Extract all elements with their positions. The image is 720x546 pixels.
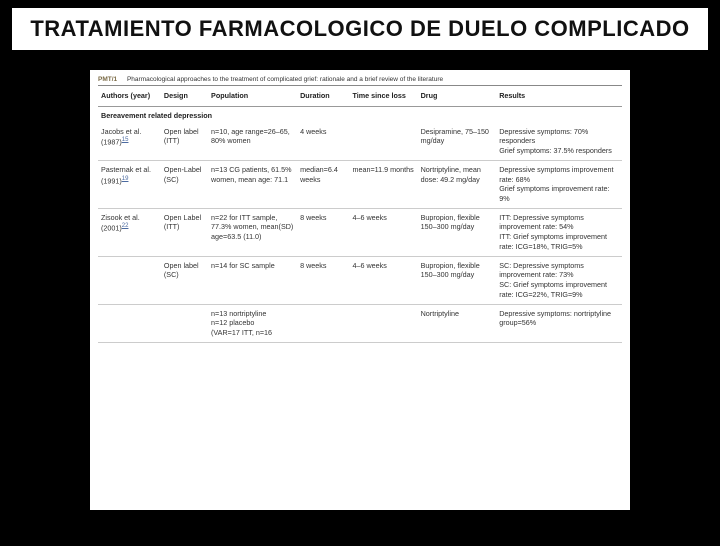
cell-design: Open-Label (SC) (161, 160, 208, 208)
th-time: Time since loss (350, 89, 418, 107)
cell-population: n=14 for SC sample (208, 256, 297, 304)
th-drug: Drug (418, 89, 497, 107)
cell-duration: median=6.4 weeks (297, 160, 349, 208)
cell-drug: Bupropion, flexible 150–300 mg/day (418, 256, 497, 304)
cell-time: 4–6 weeks (350, 256, 418, 304)
cell-drug: Nortriptyline, mean dose: 49.2 mg/day (418, 160, 497, 208)
cell-duration: 4 weeks (297, 123, 349, 161)
cell-time: mean=11.9 months (350, 160, 418, 208)
cell-drug: Bupropion, flexible 150–300 mg/day (418, 208, 497, 256)
cell-design: Open label (ITT) (161, 123, 208, 161)
cell-drug: Nortriptyline (418, 304, 497, 342)
cell-authors: Zisook et al. (2001)22 (98, 208, 161, 256)
cell-population: n=13 CG patients, 61.5% women, mean age:… (208, 160, 297, 208)
cell-authors (98, 304, 161, 342)
table-row: Open label (SC)n=14 for SC sample8 weeks… (98, 256, 622, 304)
cell-design (161, 304, 208, 342)
cell-authors (98, 256, 161, 304)
caption-text: Pharmacological approaches to the treatm… (127, 76, 443, 83)
cell-results: Depressive symptoms: nortriptyline group… (496, 304, 622, 342)
table-row: Pasternak et al. (1991)19Open-Label (SC)… (98, 160, 622, 208)
cell-population: n=13 nortriptylinen=12 placebo(VAR=17 IT… (208, 304, 297, 342)
cell-time (350, 123, 418, 161)
cell-duration: 8 weeks (297, 208, 349, 256)
table-row: n=13 nortriptylinen=12 placebo(VAR=17 IT… (98, 304, 622, 342)
cell-time (350, 304, 418, 342)
cell-results: Depressive symptoms: 70% respondersGrief… (496, 123, 622, 161)
th-authors: Authors (year) (98, 89, 161, 107)
table-panel: PMT/1 Pharmacological approaches to the … (90, 70, 630, 510)
reference-link[interactable]: 15 (122, 137, 129, 143)
th-pop: Population (208, 89, 297, 107)
table-row: Jacobs et al. (1987)15Open label (ITT)n=… (98, 123, 622, 161)
th-results: Results (496, 89, 622, 107)
cell-authors: Jacobs et al. (1987)15 (98, 123, 161, 161)
th-duration: Duration (297, 89, 349, 107)
table-body: Bereavement related depression Jacobs et… (98, 107, 622, 343)
cell-duration: 8 weeks (297, 256, 349, 304)
cell-drug: Desipramine, 75–150 mg/day (418, 123, 497, 161)
section-row: Bereavement related depression (98, 107, 622, 123)
table-row: Zisook et al. (2001)22Open Label (ITT)n=… (98, 208, 622, 256)
cell-results: ITT: Depressive symptoms improvement rat… (496, 208, 622, 256)
evidence-table: Authors (year) Design Population Duratio… (98, 89, 622, 343)
page-title: TRATAMIENTO FARMACOLOGICO DE DUELO COMPL… (22, 16, 698, 42)
cell-results: Depressive symptoms improvement rate: 68… (496, 160, 622, 208)
cell-results: SC: Depressive symptoms improvement rate… (496, 256, 622, 304)
cell-design: Open label (SC) (161, 256, 208, 304)
reference-link[interactable]: 19 (122, 176, 129, 182)
table-caption: PMT/1 Pharmacological approaches to the … (98, 76, 622, 86)
section-label: Bereavement related depression (98, 107, 622, 123)
cell-design: Open Label (ITT) (161, 208, 208, 256)
cell-time: 4–6 weeks (350, 208, 418, 256)
caption-label: PMT/1 (98, 76, 117, 83)
table-header-row: Authors (year) Design Population Duratio… (98, 89, 622, 107)
cell-authors: Pasternak et al. (1991)19 (98, 160, 161, 208)
th-design: Design (161, 89, 208, 107)
cell-population: n=22 for ITT sample, 77.3% women, mean(S… (208, 208, 297, 256)
cell-population: n=10, age range=26–65, 80% women (208, 123, 297, 161)
cell-duration (297, 304, 349, 342)
title-bar: TRATAMIENTO FARMACOLOGICO DE DUELO COMPL… (10, 6, 710, 52)
reference-link[interactable]: 22 (122, 223, 129, 229)
